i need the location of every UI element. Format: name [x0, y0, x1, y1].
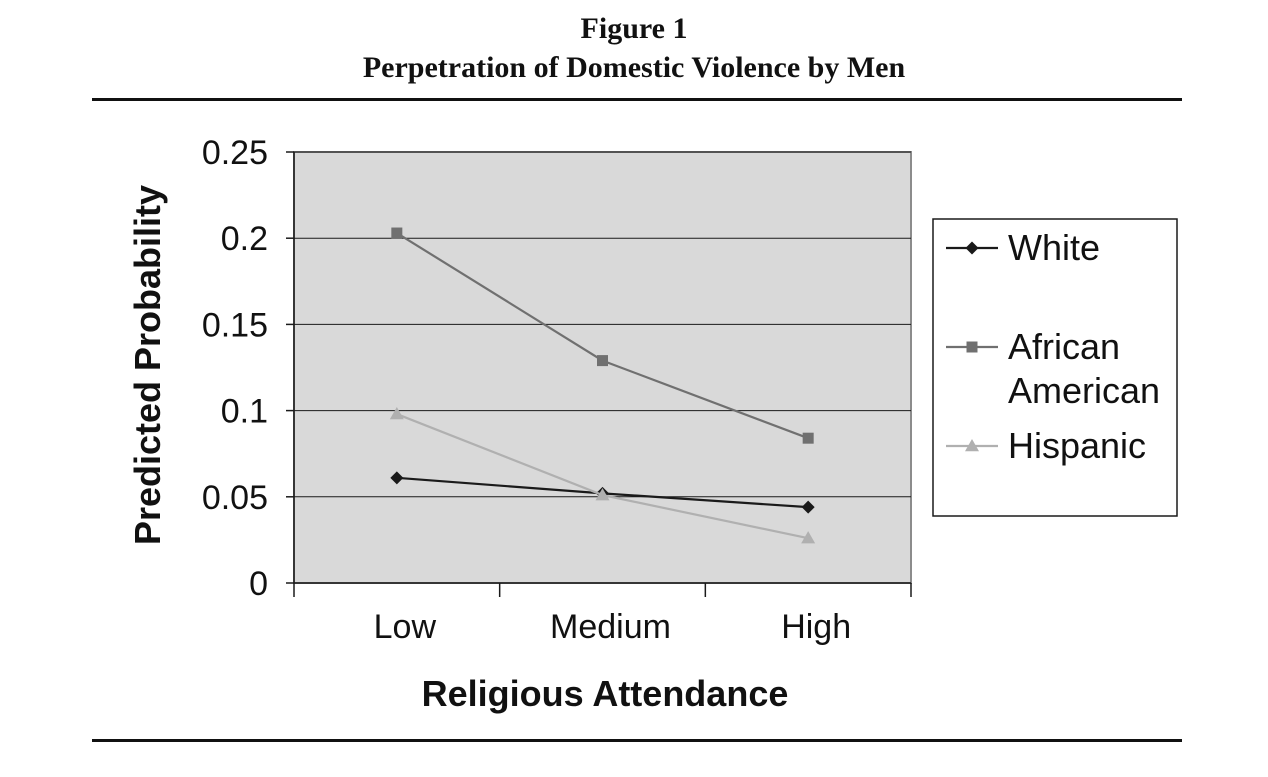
- y-tick-label: 0.2: [221, 220, 268, 258]
- series-hispanic: [389, 407, 816, 544]
- figure-title: Perpetration of Domestic Violence by Men: [362, 51, 906, 84]
- x-axis-title: Religious Attendance: [422, 673, 789, 714]
- series-african-american: [391, 227, 814, 444]
- data-point: [801, 500, 815, 514]
- x-tick-label: Low: [374, 608, 437, 646]
- data-point: [802, 432, 814, 444]
- legend-marker: [966, 341, 978, 353]
- data-point: [391, 227, 403, 239]
- figure-label: Figure 1: [580, 12, 688, 45]
- legend-marker: [965, 241, 979, 255]
- data-point: [801, 531, 816, 544]
- top-rule: [92, 98, 1182, 101]
- figure-header: Figure 1 Perpetration of Domestic Violen…: [0, 10, 1268, 88]
- bottom-rule: [92, 739, 1182, 742]
- data-point: [597, 355, 608, 367]
- y-tick-label: 0.1: [221, 393, 268, 431]
- plot-area: [293, 151, 912, 584]
- y-tick-label: 0.15: [202, 306, 268, 344]
- legend-label: African: [1008, 326, 1120, 367]
- x-tick-label: High: [781, 608, 851, 646]
- data-point: [595, 488, 610, 501]
- data-point: [390, 471, 404, 485]
- x-tick-label: Medium: [550, 608, 671, 646]
- legend-label: American: [1008, 370, 1160, 411]
- legend-marker: [965, 439, 979, 452]
- y-axis-title: Predicted Probability: [127, 185, 168, 545]
- y-tick-label: 0: [249, 565, 268, 603]
- y-tick-label: 0.25: [202, 134, 268, 172]
- y-tick-label: 0.05: [202, 479, 268, 517]
- legend-label: White: [1008, 227, 1100, 268]
- legend-label: Hispanic: [1008, 425, 1146, 466]
- data-point: [389, 407, 404, 420]
- legend-box: [932, 218, 1178, 517]
